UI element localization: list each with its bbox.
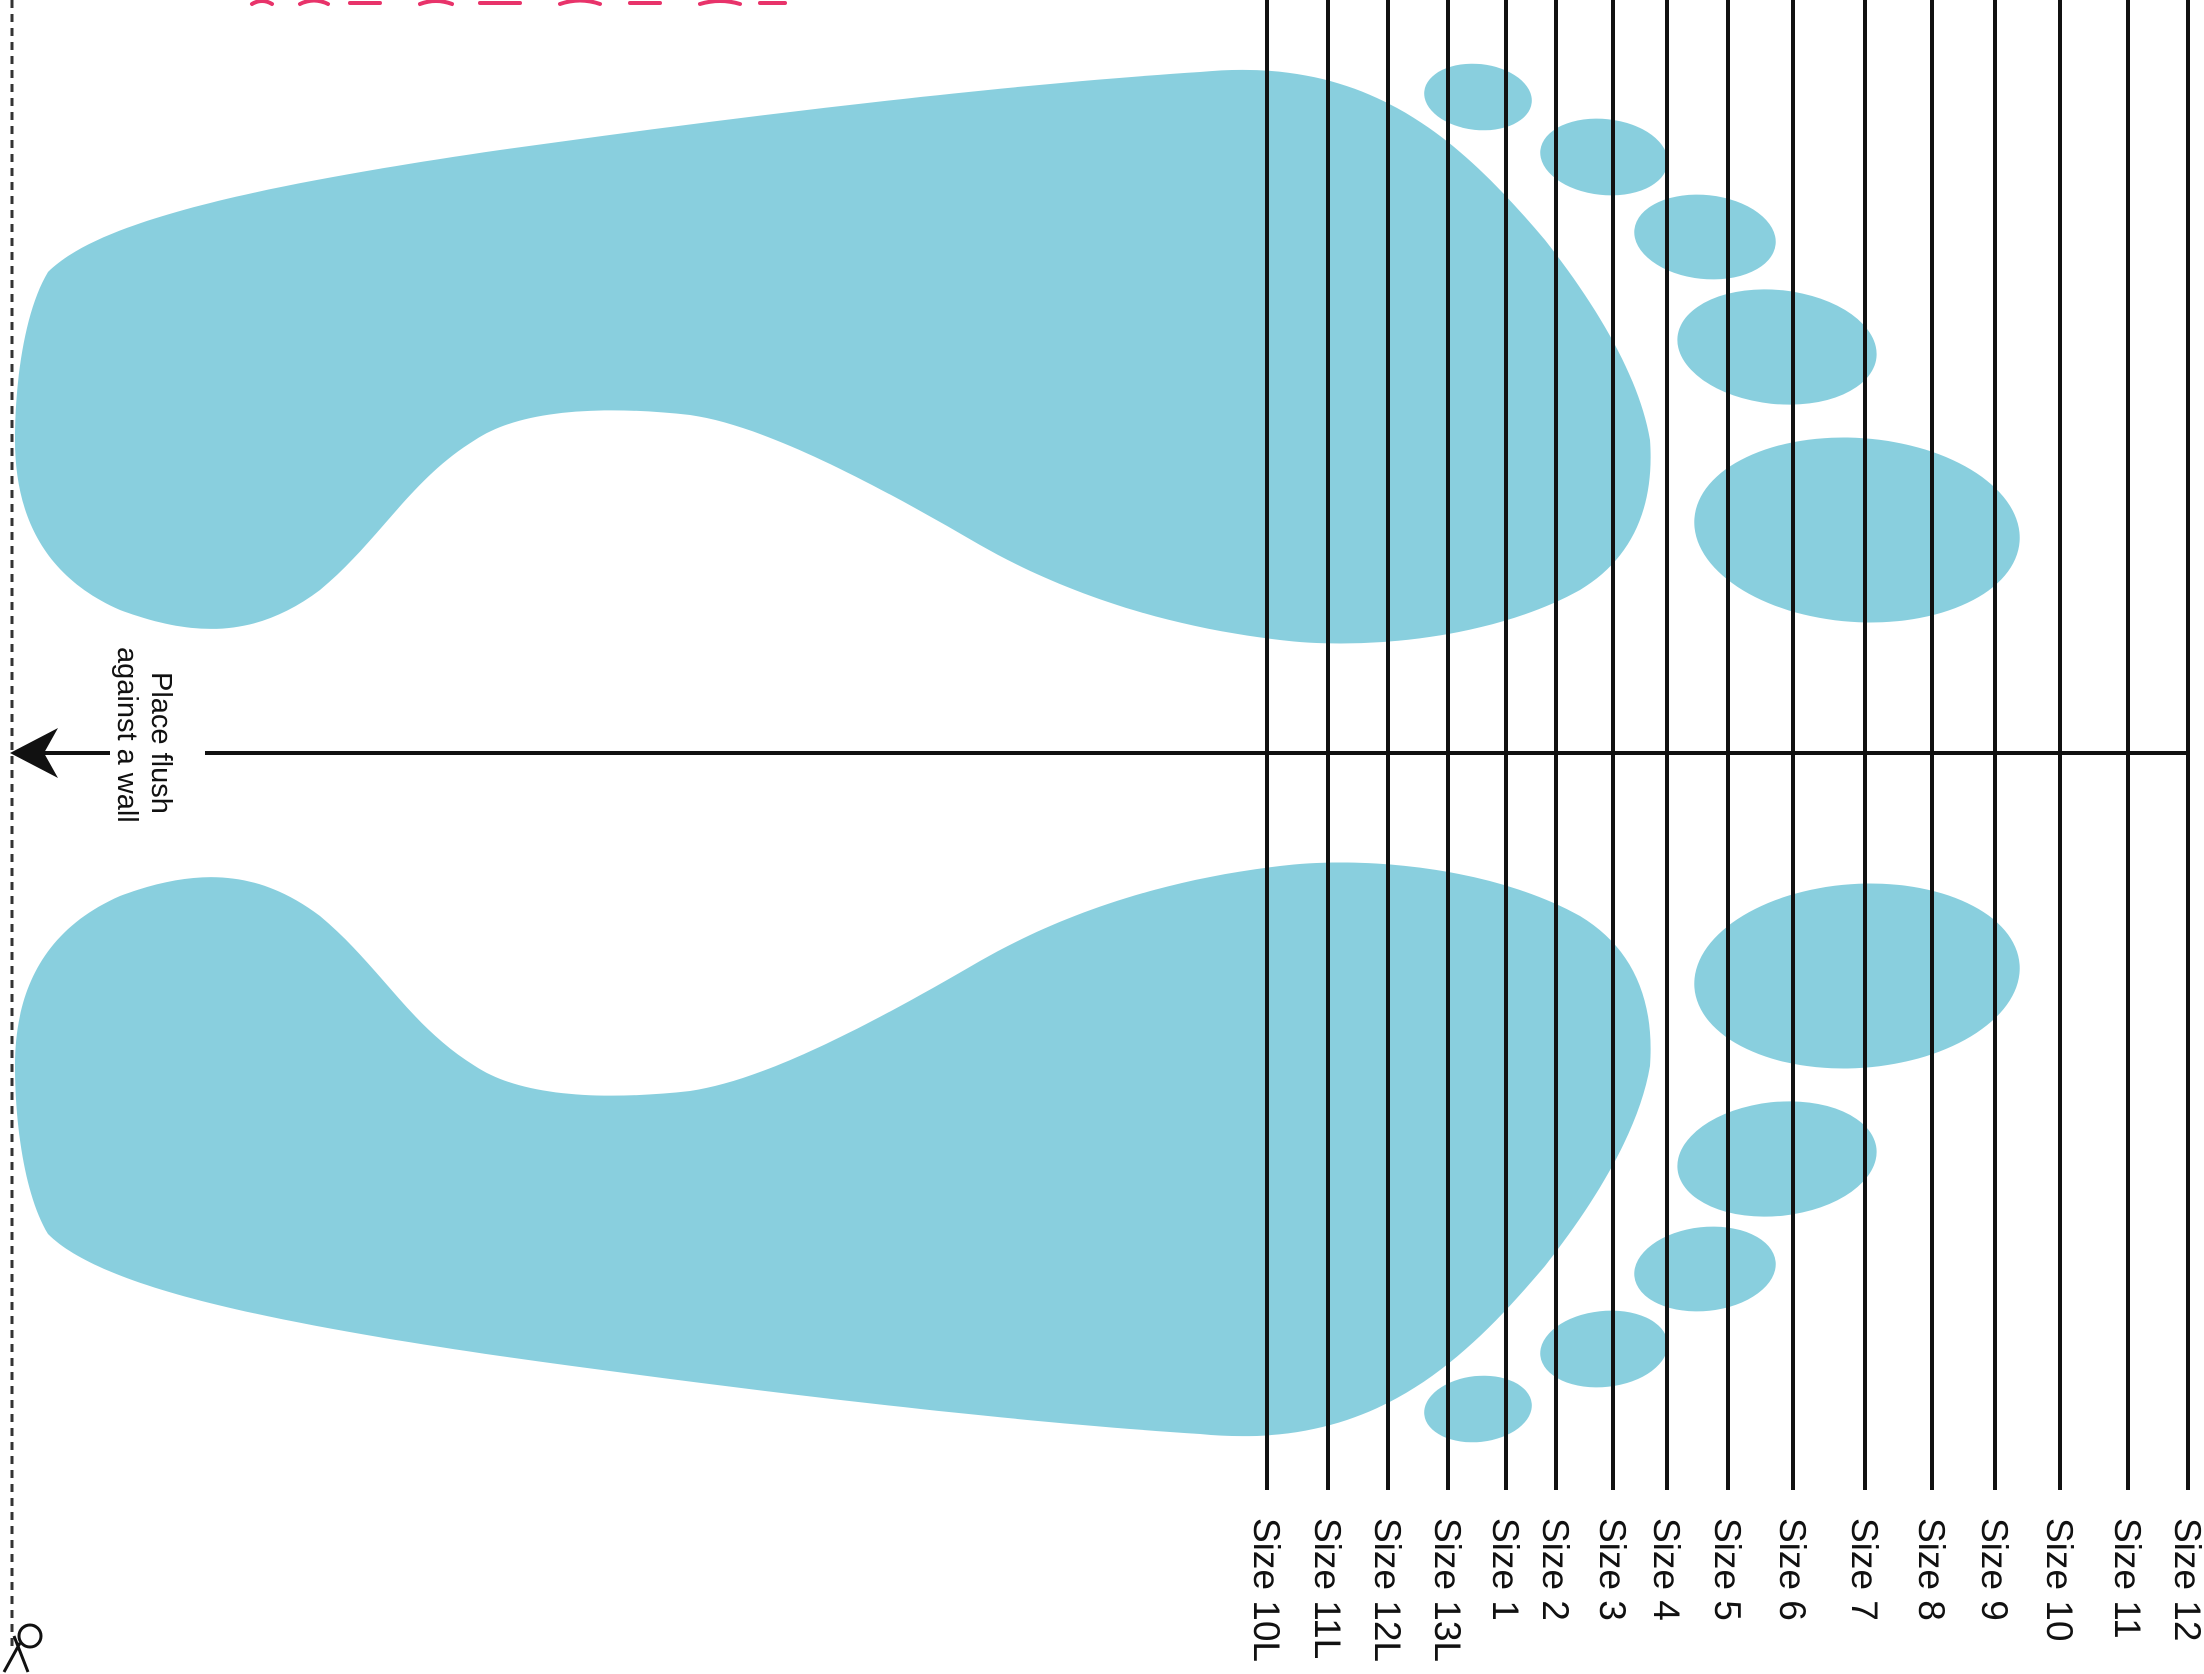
size-label-5: Size 1 — [1485, 1518, 1526, 1621]
size-label-10: Size 6 — [1772, 1518, 1813, 1621]
top-toe-2 — [1540, 118, 1668, 196]
size-label-7: Size 3 — [1592, 1518, 1633, 1621]
instruction-text: Place flush against a wall — [111, 647, 177, 823]
arrow-left-icon — [10, 728, 58, 778]
instruction-line-2: against a wall — [111, 647, 143, 823]
size-label-4: Size 13L — [1427, 1518, 1468, 1662]
clipped-top-note — [250, 0, 787, 6]
size-lines — [1265, 0, 2190, 1490]
size-label-6: Size 2 — [1535, 1518, 1576, 1621]
size-label-3: Size 12L — [1367, 1518, 1408, 1662]
size-label-8: Size 4 — [1646, 1518, 1687, 1621]
size-label-9: Size 5 — [1707, 1518, 1748, 1621]
size-label-15: Size 11 — [2107, 1518, 2148, 1639]
top-toe-4 — [1677, 289, 1877, 405]
size-label-14: Size 10 — [2039, 1518, 2080, 1641]
instruction-line-1: Place flush — [145, 672, 177, 814]
bottom-toe-5 — [1694, 883, 2020, 1069]
size-label-2: Size 11L — [1307, 1518, 1348, 1659]
scissors-icon — [2, 1623, 43, 1673]
size-label-1: Size 10L — [1246, 1518, 1287, 1662]
top-toe-5 — [1694, 437, 2020, 623]
size-label-12: Size 8 — [1911, 1518, 1952, 1621]
bottom-foot-sole — [15, 862, 1651, 1437]
bottom-toe-1 — [1424, 1375, 1532, 1443]
bottom-toe-4 — [1677, 1101, 1877, 1217]
size-label-11: Size 7 — [1844, 1518, 1885, 1621]
bottom-toe-2 — [1540, 1310, 1668, 1388]
bottom-foot — [15, 862, 2020, 1443]
size-label-13: Size 9 — [1974, 1518, 2015, 1621]
size-labels: Size 10L Size 11L Size 12L Size 13L Size 1 Si… — [1246, 1518, 2204, 1662]
bottom-toe-3 — [1634, 1226, 1776, 1312]
top-toe-3 — [1634, 194, 1776, 280]
size-label-16: Size 12 — [2167, 1518, 2204, 1641]
top-foot — [15, 63, 2020, 644]
top-foot-sole — [15, 69, 1651, 644]
top-toe-1 — [1424, 63, 1532, 131]
